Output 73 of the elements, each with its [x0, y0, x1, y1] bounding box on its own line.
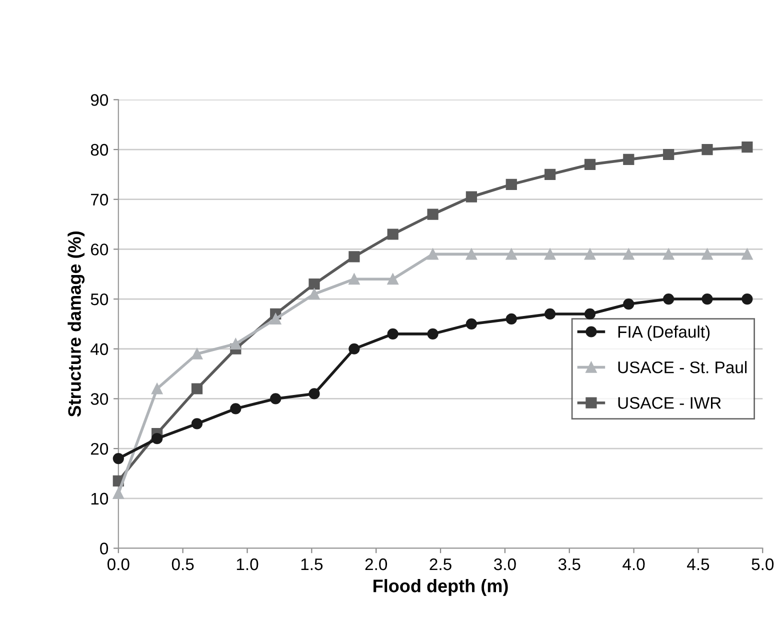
x-tick-label: 0.5	[172, 558, 194, 570]
point	[702, 144, 713, 156]
point	[663, 148, 674, 160]
legend-label: FIA (Default)	[618, 326, 710, 342]
point	[308, 278, 320, 290]
point	[466, 248, 478, 260]
y-tick-label: 20	[90, 442, 108, 455]
point	[152, 433, 163, 444]
y-tick-label: 0	[100, 542, 108, 554]
point	[387, 228, 398, 240]
x-tick-label: 3.0	[494, 558, 516, 570]
legend-label: USACE - IWR	[618, 397, 721, 409]
point	[544, 168, 556, 180]
point	[623, 298, 634, 310]
x-tick-label: 5.0	[752, 558, 774, 570]
point	[663, 248, 674, 260]
point	[623, 154, 634, 166]
y-tick-label: 10	[91, 492, 108, 505]
point	[742, 141, 753, 153]
x-tick-label: 4.0	[622, 558, 645, 570]
point	[230, 338, 242, 350]
point	[308, 388, 320, 400]
point	[427, 208, 438, 220]
x-tick-label: 0.0	[107, 558, 130, 570]
point	[584, 158, 596, 170]
point	[348, 343, 360, 354]
point	[348, 274, 360, 285]
point	[466, 318, 478, 330]
point	[544, 248, 556, 260]
point	[387, 274, 398, 285]
point	[623, 248, 634, 260]
y-tick-label: 80	[90, 144, 108, 156]
y-tick-label: 50	[90, 293, 108, 306]
y-tick-label: 90	[90, 94, 108, 106]
point	[427, 248, 438, 260]
point	[663, 293, 674, 305]
point	[112, 452, 124, 464]
x-tick-label: 3.5	[558, 558, 580, 570]
x-axis-title: Flood depth (m)	[374, 579, 508, 596]
point	[270, 313, 282, 325]
point	[152, 383, 163, 394]
point	[270, 393, 282, 404]
point	[506, 248, 517, 260]
point	[427, 328, 438, 340]
point	[506, 178, 517, 190]
x-tick-label: 1.0	[236, 558, 258, 570]
point	[742, 248, 753, 260]
y-tick-label: 60	[90, 244, 108, 256]
point	[191, 348, 203, 360]
legend-label: USACE - St. Paul	[618, 361, 747, 374]
point	[387, 328, 398, 340]
point	[584, 308, 596, 320]
y-tick-label: 70	[91, 194, 108, 206]
point	[191, 383, 203, 394]
point	[702, 248, 713, 260]
x-tick-label: 4.5	[687, 558, 710, 570]
point	[544, 308, 556, 320]
y-axis-title: Structure damage (%)	[68, 232, 85, 417]
x-tick-label: 2.5	[430, 558, 452, 570]
point	[230, 403, 242, 414]
x-tick-label: 2.0	[365, 558, 388, 570]
point	[348, 251, 360, 262]
y-tick-label: 40	[90, 343, 108, 356]
point	[308, 288, 320, 300]
point	[191, 418, 203, 430]
point	[466, 191, 478, 202]
point	[112, 488, 124, 499]
point	[702, 293, 713, 305]
x-tick-label: 1.5	[301, 558, 323, 570]
point	[506, 313, 517, 325]
point	[584, 248, 596, 260]
y-tick-label: 30	[90, 393, 108, 405]
point	[742, 293, 753, 305]
